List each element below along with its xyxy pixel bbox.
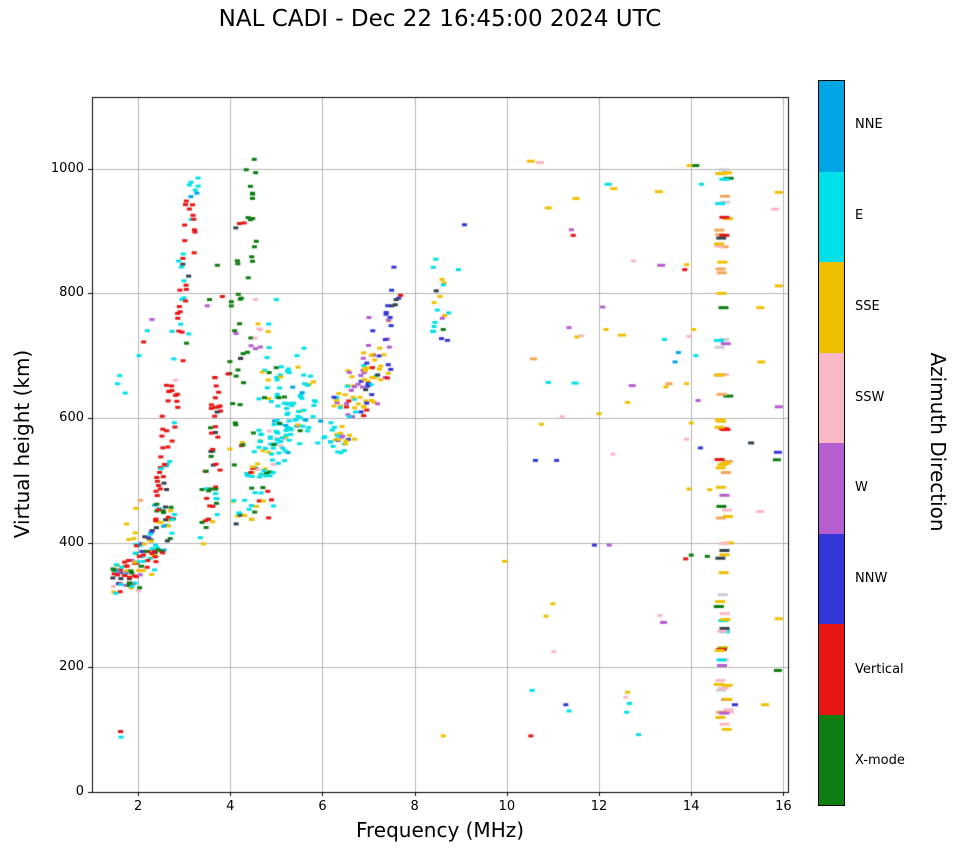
colorbar-tick-label-sse: SSE <box>855 298 880 314</box>
colorbar-segment-sse <box>819 262 844 353</box>
colorbar <box>818 80 845 806</box>
chart-title: NAL CADI - Dec 22 16:45:00 2024 UTC <box>218 6 662 32</box>
colorbar-segment-nnw <box>819 533 844 624</box>
x-tick-label: 4 <box>226 799 235 814</box>
x-tick-label: 6 <box>318 799 327 814</box>
y-tick-label: 200 <box>59 659 84 675</box>
colorbar-tick-label-ssw: SSW <box>855 389 885 405</box>
colorbar-segment-ssw <box>819 352 844 443</box>
x-tick-label: 2 <box>133 799 143 814</box>
y-tick-label: 600 <box>59 410 84 425</box>
x-axis-label: Frequency (MHz) <box>355 818 525 842</box>
y-tick-label: 1000 <box>50 160 84 176</box>
colorbar-segment-x-mode <box>819 714 844 805</box>
y-tick-label: 0 <box>75 784 84 799</box>
colorbar-axis-label: Azimuth Direction <box>926 352 950 532</box>
colorbar-tick-label-vertical: Vertical <box>855 661 904 677</box>
colorbar-tick-label-nne: NNE <box>855 117 883 133</box>
x-tick-label: 12 <box>590 799 608 814</box>
x-tick-label: 10 <box>498 799 516 814</box>
colorbar-tick-label-e: E <box>855 208 864 224</box>
y-tick-label: 400 <box>59 534 84 550</box>
colorbar-tick-label-nnw: NNW <box>855 571 888 587</box>
x-tick-label: 16 <box>775 799 792 814</box>
colorbar-tick-label-x-mode: X-mode <box>855 752 905 768</box>
y-axis-label: Virtual height (km) <box>10 349 34 539</box>
x-tick-label: 14 <box>682 799 700 814</box>
colorbar-segment-w <box>819 443 844 534</box>
x-tick-label: 8 <box>410 799 419 814</box>
colorbar-tick-label-w: W <box>855 480 868 496</box>
colorbar-segment-e <box>819 171 844 262</box>
y-tick-label: 800 <box>59 285 84 301</box>
colorbar-segment-vertical <box>819 624 844 715</box>
colorbar-segment-nne <box>819 81 844 172</box>
